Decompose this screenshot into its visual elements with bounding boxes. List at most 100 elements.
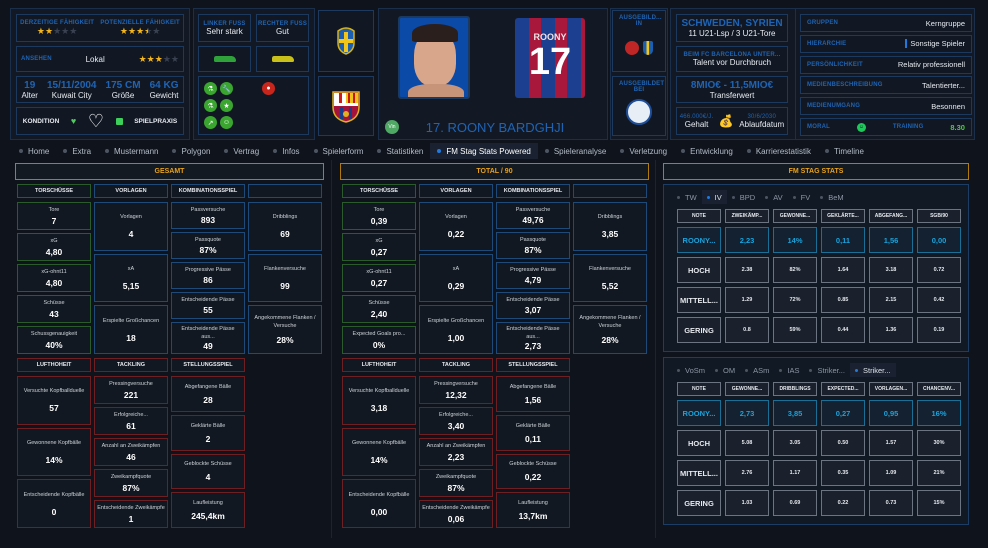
role-tab[interactable]: AV [760,190,787,204]
column-header[interactable]: VORLAGEN... [869,382,913,396]
stat-box: Schüsse 43 [17,295,91,323]
tab-entwicklung[interactable]: Entwicklung [674,143,740,159]
club-status-value: Talent vor Durchbruch [692,57,772,67]
stat-value: 2,40 [370,308,388,319]
role-tab[interactable]: BPD [727,190,760,204]
stat-value: 3,07 [524,305,542,315]
stat-box: xG-ohnt11 4,80 [17,264,91,292]
stat-label: Versuchte Kopfballduelle [348,388,410,395]
role-tab-label: IAS [787,365,800,375]
column-header[interactable]: NOTE [677,382,721,396]
role-tab[interactable]: IV [701,190,727,204]
tab-infos[interactable]: Infos [266,143,306,159]
role-tab[interactable]: TW [672,190,702,204]
column-header[interactable]: GEWONNE... [725,382,769,396]
role-tab[interactable]: VoSm [672,363,710,377]
role-tab-label: ASm [753,365,770,375]
column-header[interactable]: SGB/90 [917,209,961,223]
stat-value: 2,73 [524,341,542,351]
stat-column-header: STELLUNGSSPIEL [171,358,245,372]
stat-group-bottom: LUFTHOHEIT Versuchte Kopfballduelle 57 Gewo… [17,358,245,529]
sweden-crest-icon [337,27,355,55]
column-header[interactable]: GEWONNE... [773,209,817,223]
stat-value: 5,52 [601,281,619,292]
stat-column-body: Dribblings 69 Flankenversuche 99 Angekommene… [248,202,322,355]
stat-label: Zweikampfquote [110,474,152,481]
tab-spieleranalyse[interactable]: Spieleranalyse [538,143,613,159]
trait-icon-wrench[interactable]: 🔧 [220,82,233,95]
row-value: 0.22 [821,490,865,516]
condition-label: KONDITION [22,117,60,125]
stat-value: 14% [370,455,388,466]
column-header[interactable]: CHANCENV... [917,382,961,396]
stat-label: Angekommene Flanken / Versuche [579,314,641,329]
stat-label: Flankenversuche [264,265,306,272]
trait-icon-star[interactable]: ★ [220,99,233,112]
stat-label: xG [375,238,383,245]
tab-polygon[interactable]: Polygon [165,143,217,159]
row-value: 15% [917,490,961,516]
column-header[interactable]: GEKLÄRTE... [821,209,865,223]
role-tab[interactable]: FV [788,190,816,204]
role-tab[interactable]: IAS [774,363,804,377]
tab-mustermann[interactable]: Mustermann [98,143,165,159]
trait-icon-flask[interactable]: ⚗ [204,82,217,95]
role-tab[interactable]: BeM [815,190,848,204]
tab-dot-icon [792,195,796,199]
role-tabs: VoSm OM ASm IAS Striker... Striker... [672,363,968,377]
stat-box: Passquote 87% [496,232,570,259]
stat-box: Gewonnene Kopfbälle 14% [17,427,91,477]
tab-dot-icon [731,195,735,199]
stat-box: xG 0,27 [342,233,416,261]
stat-box: Entscheidende Zweikämpfe 0,06 [419,500,493,528]
column-header[interactable]: NOTE [677,209,721,223]
tab-spielerform[interactable]: Spielerform [307,143,371,159]
stat-value: 893 [200,215,216,225]
stat-box: Erfolgreiche... 61 [94,407,168,435]
player-name: 17. ROONY BARDGHJI [425,120,565,135]
club-status-box: BEIM FC BARCELONA UNTER... Talent vor Dur… [676,46,788,72]
tab-fm-stag-stats-powered[interactable]: FM Stag Stats Powered [430,143,538,159]
tab-extra[interactable]: Extra [56,143,98,159]
column-header[interactable]: EXPECTED... [821,382,865,396]
morale-label: MORAL [807,124,830,130]
column-header[interactable]: ABGEFANG... [869,209,913,223]
stat-column: LUFTHOHEIT Versuchte Kopfballduelle 57 Gewo… [17,358,91,529]
row-note: HOCH [677,257,721,283]
stat-label: Entscheidende Pässe [181,297,235,303]
training-label: TRAINING [892,124,924,130]
column-header[interactable]: DRIBBLINGS [773,382,817,396]
left-boot [198,46,251,72]
trait-icon-head[interactable]: ☺ [220,116,233,129]
stat-label: Passquote [520,237,546,243]
attribute-label: GRUPPEN [807,20,839,26]
tab-home[interactable]: Home [12,143,56,159]
role-tab[interactable]: ASm [740,363,774,377]
row-value: 2.76 [725,460,769,486]
birthdate-value: 15/11/2004 [47,79,97,91]
tab-dot-icon [437,149,442,153]
stat-box: Erspielte Großchancen 18 [94,305,168,355]
nationality: SCHWEDEN, SYRIEN [681,18,783,29]
column-header[interactable]: ZWEIKÄMP... [725,209,769,223]
stat-column-body: Passversuche 893 Passquote 87% Progressive P… [171,202,245,354]
trait-icon-lab[interactable]: ⚗ [204,99,217,112]
tab-statistiken[interactable]: Statistiken [370,143,430,159]
role-tab-label: VoSm [685,365,706,375]
row-value: 0.85 [821,287,865,313]
trait-icon-injury[interactable]: ● [262,82,275,95]
tab-karrierestatistik[interactable]: Karrierestatistik [740,143,818,159]
stat-box: Geblockte Schüsse 4 [171,453,245,490]
stat-label: Tore [373,207,385,214]
tab-verletzung[interactable]: Verletzung [613,143,674,159]
role-tab[interactable]: Striker... [849,363,896,377]
stat-group-top: TORSCHÜSSE Tore 7 xG 4,80 xG-ohnt11 4,80 Schüss… [17,184,322,355]
tab-timeline[interactable]: Timeline [818,143,871,159]
role-tab[interactable]: OM [710,363,740,377]
stat-label: Angekommene Flanken / Versuche [254,314,316,329]
tab-vertrag[interactable]: Vertrag [217,143,266,159]
role-tab[interactable]: Striker... [804,363,850,377]
stat-column: TACKLING Pressingversuche 221 Erfolgreiche.… [94,358,168,528]
trait-icon-trend[interactable]: ↗ [204,116,217,129]
reputation-row: ANSEHEN Lokal ★★★★★ [16,46,184,72]
